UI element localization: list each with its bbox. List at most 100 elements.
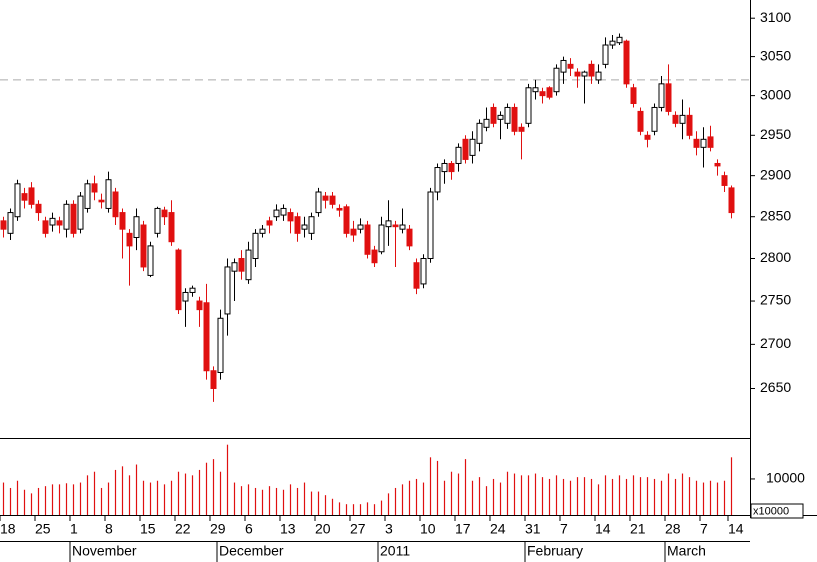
- candle-body: [98, 199, 105, 203]
- candle-body: [630, 87, 637, 105]
- candle-body: [77, 195, 84, 230]
- candle-body: [658, 83, 665, 108]
- candle-body: [91, 183, 98, 193]
- candle-body: [252, 232, 259, 259]
- candle-body: [721, 175, 728, 186]
- candle-body: [553, 67, 560, 93]
- candle-body: [42, 220, 49, 234]
- candle-body: [287, 212, 294, 222]
- candle-body: [168, 212, 175, 243]
- candle-body: [420, 257, 427, 285]
- x-tick-label: 31: [525, 521, 541, 537]
- x-tick-label: 7: [560, 521, 568, 537]
- candle-body: [644, 134, 651, 140]
- month-label: March: [667, 543, 706, 559]
- candle-body: [280, 207, 287, 216]
- candle-body: [665, 83, 672, 112]
- candle-body: [21, 193, 28, 201]
- candle-body: [651, 106, 658, 132]
- candle-body: [301, 224, 308, 230]
- month-label: 2011: [380, 543, 410, 559]
- candle-body: [175, 249, 182, 311]
- candle-body: [406, 228, 413, 247]
- volume-tick-label: 10000: [766, 470, 805, 486]
- y-tick-label: 3050: [760, 47, 791, 63]
- candle-body: [266, 220, 273, 226]
- candle-body: [231, 262, 238, 272]
- month-label: December: [219, 543, 284, 559]
- candle-body: [623, 40, 630, 85]
- candle-body: [609, 40, 616, 46]
- candle-body: [238, 257, 245, 272]
- x-tick-label: 6: [245, 521, 253, 537]
- candle-body: [686, 114, 693, 136]
- x-tick-label: 13: [280, 521, 296, 537]
- candle-body: [567, 63, 574, 69]
- candle-body: [448, 162, 455, 173]
- candle-body: [378, 224, 385, 253]
- candle-body: [434, 167, 441, 193]
- x-tick-label: 1: [70, 521, 78, 537]
- candle-body: [546, 87, 553, 98]
- candle-body: [28, 187, 35, 205]
- candle-body: [7, 212, 14, 234]
- candle-body: [126, 232, 133, 247]
- x-tick-label: 29: [210, 521, 226, 537]
- candle-body: [441, 162, 448, 173]
- x-tick-label: 24: [490, 521, 506, 537]
- candle-body: [336, 207, 343, 211]
- y-tick-label: 2900: [760, 166, 791, 182]
- x-tick-label: 27: [350, 521, 366, 537]
- candle-body: [399, 224, 406, 230]
- y-tick-label: 2750: [760, 292, 791, 308]
- y-tick-label: 2850: [760, 207, 791, 223]
- x-tick-label: 18: [0, 521, 16, 537]
- candle-body: [364, 224, 371, 255]
- candle-body: [504, 106, 511, 124]
- candle-body: [602, 44, 609, 65]
- candle-body: [224, 266, 231, 315]
- candle-body: [728, 187, 735, 214]
- candle-body: [490, 106, 497, 124]
- y-tick-label: 2950: [760, 126, 791, 142]
- candle-body: [539, 91, 546, 97]
- candle-body: [70, 203, 77, 234]
- x-tick-label: 10: [420, 521, 436, 537]
- candle-body: [273, 209, 280, 218]
- x-tick-label: 15: [140, 521, 156, 537]
- candle-body: [469, 138, 476, 156]
- candle-body: [714, 162, 721, 167]
- candle-body: [161, 209, 168, 218]
- y-tick-label: 3100: [760, 9, 791, 25]
- candle-body: [35, 203, 42, 214]
- candle-body: [14, 183, 21, 218]
- candle-body: [343, 206, 350, 234]
- candle-body: [525, 87, 532, 124]
- candle-body: [427, 191, 434, 259]
- candle-body: [350, 228, 357, 236]
- candle-body: [413, 262, 420, 289]
- y-tick-label: 2800: [760, 249, 791, 265]
- candle-body: [105, 179, 112, 209]
- candle-body: [63, 203, 70, 230]
- x-tick-label: 20: [315, 521, 331, 537]
- candle-body: [518, 126, 525, 132]
- candle-body: [322, 195, 329, 201]
- candle-body: [707, 136, 714, 148]
- x-tick-label: 7: [700, 521, 708, 537]
- candle-body: [462, 138, 469, 160]
- y-tick-label: 2700: [760, 335, 791, 351]
- candle-body: [259, 228, 266, 234]
- x-tick-label: 3: [385, 521, 393, 537]
- candle-body: [49, 217, 56, 226]
- candle-body: [0, 220, 7, 230]
- candle-body: [511, 106, 518, 132]
- candle-body: [112, 191, 119, 218]
- candle-body: [672, 114, 679, 124]
- candle-body: [308, 216, 315, 234]
- x-tick-label: 25: [35, 521, 51, 537]
- x-tick-label: 22: [175, 521, 191, 537]
- candle-body: [189, 287, 196, 293]
- x-tick-label: 28: [665, 521, 681, 537]
- candle-body: [147, 245, 154, 276]
